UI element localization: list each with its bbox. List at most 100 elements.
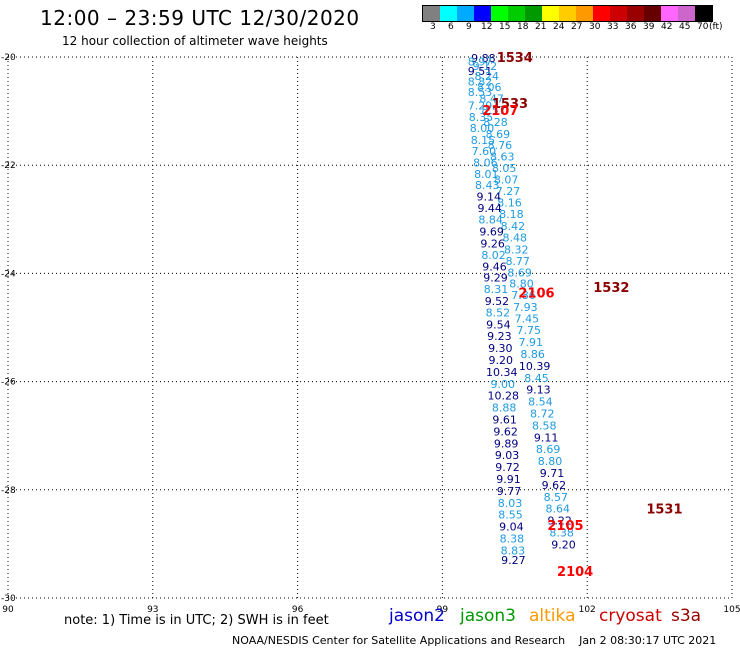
data-point-label: 8.45 — [524, 372, 549, 385]
colorbar-swatch — [661, 6, 678, 21]
data-point-label: 8.48 — [503, 232, 528, 245]
data-point-label: 8.64 — [546, 503, 571, 516]
data-point-label: 8.24 — [475, 70, 500, 83]
data-point-label: 10.28 — [487, 390, 519, 403]
data-point-label: 9.20 — [551, 538, 576, 551]
data-point-label: 9.62 — [493, 425, 518, 438]
colorbar-label: 24 — [553, 22, 565, 32]
data-point-label: 9.46 — [482, 260, 507, 273]
colorbar-swatch — [440, 6, 457, 21]
colorbar-label: 18 — [517, 22, 529, 32]
colorbar-swatch — [610, 6, 627, 21]
data-point-label: 9.13 — [526, 384, 551, 397]
data-point-label: 7.91 — [518, 336, 543, 349]
colorbar-label: 15 — [499, 22, 511, 32]
colorbar-labels: 3 6 9 12 15 18 21 24 27 30 33 36 39 42 45 70 (ft) — [422, 22, 732, 36]
legend-jason3: jason3 — [460, 606, 516, 626]
data-point-label: 8.16 — [497, 197, 522, 210]
colorbar-label: 36 — [625, 22, 637, 32]
x-tick-label: 99 — [437, 605, 449, 615]
x-tick-label: 102 — [579, 605, 596, 615]
footer: NOAA/NESDIS Center for Satellite Applica… — [232, 634, 716, 647]
data-point-label: 9.54 — [486, 318, 511, 331]
pass-time-annotation: 1533 — [492, 97, 528, 112]
data-point-label: 8.58 — [532, 419, 557, 432]
data-point-label: 7.29 — [468, 100, 493, 113]
pass-time-annotation: 2104 — [557, 565, 593, 580]
data-point-label: 10.34 — [486, 366, 518, 379]
data-point-label: 8.03 — [498, 497, 523, 510]
data-point-label: 9.69 — [479, 226, 504, 239]
data-point-label: 8.43 — [475, 179, 500, 192]
data-point-label: 9.30 — [488, 342, 513, 355]
data-point-label: 9.88 — [471, 52, 496, 65]
data-point-label: 10.39 — [519, 360, 551, 373]
data-point-label: 9.89 — [494, 437, 519, 450]
legend-jason2: jason2 — [389, 606, 445, 626]
data-point-label: 8.06 — [477, 81, 502, 94]
colorbar-label: 21 — [535, 22, 547, 32]
colorbar-swatch — [559, 6, 576, 21]
colorbar-label: 45 — [679, 22, 691, 32]
data-point-label: 7.75 — [517, 324, 542, 337]
data-point-label: 9.03 — [495, 449, 520, 462]
colorbar-label: 3 — [430, 22, 436, 32]
data-point-label: 9.22 — [547, 515, 572, 528]
colorbar-swatch — [525, 6, 542, 21]
data-point-label: 9.62 — [542, 479, 567, 492]
footer-timestamp: Jan 2 08:30:17 UTC 2021 — [579, 634, 717, 647]
legend-altika: altika — [529, 606, 576, 626]
data-point-label: 8.32 — [504, 244, 529, 257]
data-point-label: 9.71 — [540, 467, 565, 480]
colorbar-label: 70 — [697, 22, 709, 32]
x-tick-label: 96 — [292, 605, 304, 615]
colorbar-label: 9 — [466, 22, 472, 32]
data-point-label: 9.04 — [499, 521, 524, 534]
data-point-label: 8.83 — [501, 544, 526, 557]
data-point-label: 9.44 — [477, 202, 502, 215]
colorbar-label: 12 — [481, 22, 493, 32]
colorbar-swatch — [457, 6, 474, 21]
data-point-label: 8.42 — [501, 220, 526, 233]
colorbar-label: 33 — [607, 22, 619, 32]
colorbar-swatch — [474, 6, 491, 21]
data-point-label: 8.57 — [544, 491, 569, 504]
data-point-label: 8.01 — [474, 168, 499, 181]
colorbar-swatch — [542, 6, 559, 21]
pass-time-annotation: 1532 — [593, 281, 629, 296]
colorbar-swatch — [576, 6, 593, 21]
data-point-label: 8.07 — [494, 173, 519, 186]
data-point-label: 8.55 — [498, 509, 523, 522]
colorbar-swatch — [423, 6, 440, 21]
data-point-label: 9.91 — [496, 473, 521, 486]
data-point-label: 9.14 — [476, 191, 501, 204]
data-point-label: 8.84 — [478, 213, 503, 226]
data-point-label: 8.76 — [488, 139, 513, 152]
data-point-label: 8.77 — [505, 255, 530, 268]
data-point-label: 9.12 — [473, 60, 498, 73]
footer-credit: NOAA/NESDIS Center for Satellite Applica… — [232, 634, 566, 647]
data-point-label: 7.93 — [513, 301, 538, 314]
data-point-label: 9.27 — [501, 554, 526, 567]
data-point-label: 8.52 — [486, 306, 511, 319]
x-tick-label: 93 — [147, 605, 158, 615]
data-point-label: 7.45 — [515, 312, 540, 325]
data-point-label: 8.18 — [499, 208, 524, 221]
data-point-label: 8.72 — [530, 408, 555, 421]
y-tick-label: -30 — [1, 594, 16, 604]
data-point-label: 8.86 — [520, 348, 545, 361]
data-point-label: 8.88 — [492, 402, 517, 415]
data-point-label: 8.47 — [479, 93, 504, 106]
pass-time-annotation: 1534 — [497, 51, 533, 66]
data-point-label: 9.26 — [480, 238, 505, 251]
colorbar-label: (ft) — [709, 22, 723, 32]
chart-title: 12:00 – 23:59 UTC 12/30/2020 — [40, 6, 360, 30]
data-point-label: 7.86 — [511, 289, 536, 302]
x-tick-label: 90 — [2, 605, 14, 615]
data-point-label: 8.69 — [486, 128, 511, 141]
data-point-label: 8.63 — [490, 151, 515, 164]
x-tick-label: 105 — [723, 605, 740, 615]
data-point-label: 9.51 — [468, 65, 493, 78]
data-point-label: 8.97 — [468, 55, 493, 68]
colorbar-swatch — [491, 6, 508, 21]
